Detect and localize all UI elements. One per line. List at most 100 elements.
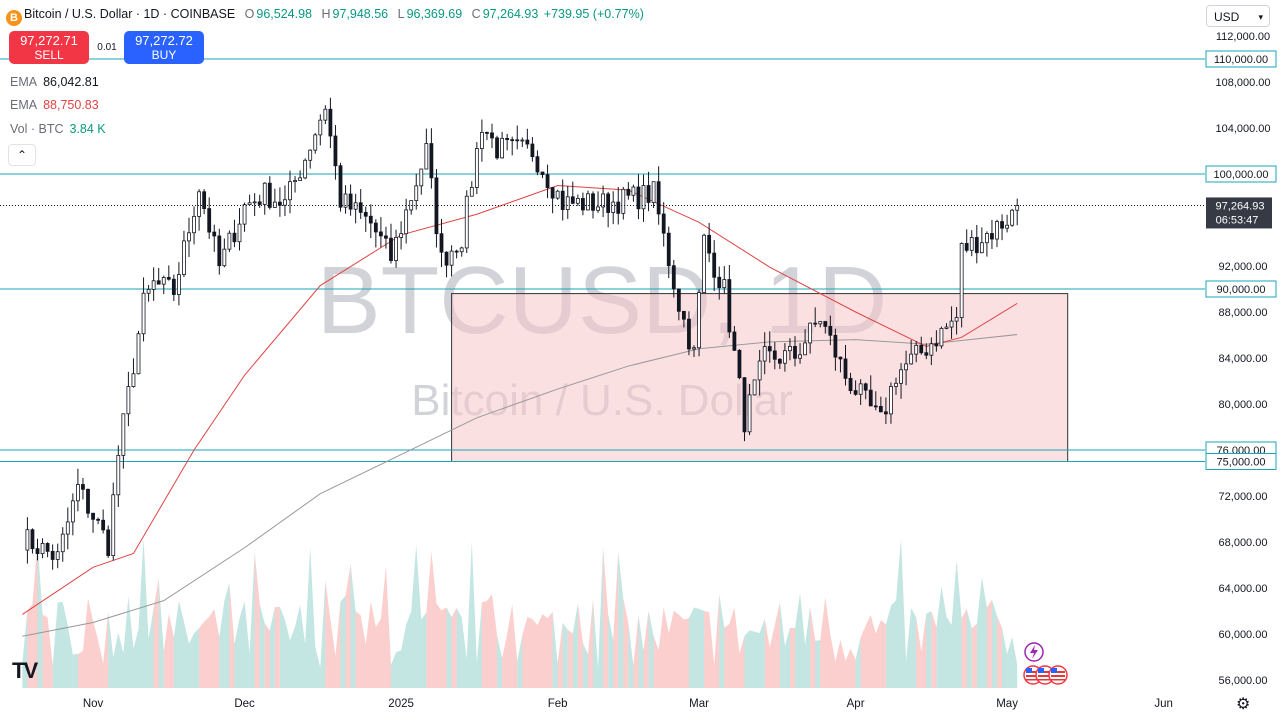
candle-body bbox=[995, 221, 999, 240]
candle-body bbox=[611, 201, 616, 213]
candle-body bbox=[500, 137, 505, 159]
volume-segment bbox=[481, 601, 487, 688]
volume-segment bbox=[315, 646, 321, 688]
volume-segment bbox=[633, 615, 639, 688]
volume-segment bbox=[512, 604, 518, 688]
volume-segment bbox=[254, 552, 260, 688]
y-tick-label: 108,000.00 bbox=[1215, 77, 1270, 89]
volume-segment bbox=[194, 628, 200, 688]
candle-body bbox=[939, 328, 944, 347]
collapse-legend-button[interactable]: ⌃ bbox=[8, 144, 36, 166]
buy-price: 97,272.72 bbox=[135, 33, 193, 48]
candle-body bbox=[25, 529, 30, 551]
candle-body bbox=[636, 186, 641, 210]
x-tick-label: Jun bbox=[1154, 698, 1173, 710]
volume-segment bbox=[290, 626, 296, 688]
sell-button[interactable]: 97,272.71 SELL bbox=[9, 31, 89, 64]
indicator-ema-fast[interactable]: EMA 88,750.83 bbox=[10, 98, 99, 112]
volume-segment bbox=[795, 593, 801, 688]
open-label: O bbox=[244, 7, 255, 21]
candle-body bbox=[50, 550, 55, 560]
candle-body bbox=[848, 377, 853, 391]
volume-segment bbox=[350, 564, 356, 688]
volume-segment bbox=[380, 566, 386, 688]
candle-body bbox=[798, 354, 802, 359]
candle-body bbox=[293, 180, 297, 183]
us-flag-icon[interactable] bbox=[1048, 665, 1068, 685]
candle-body bbox=[348, 193, 353, 210]
gear-icon[interactable]: ⚙ bbox=[1236, 696, 1251, 713]
symbol-title[interactable]: Bitcoin / U.S. Dollar · 1D · COINBASE bbox=[24, 7, 236, 21]
indicator-volume[interactable]: Vol · BTC 3.84 K bbox=[10, 122, 106, 136]
volume-segment bbox=[754, 631, 760, 688]
candle-body bbox=[929, 343, 934, 356]
candle-body bbox=[949, 320, 954, 328]
candle-body bbox=[560, 190, 565, 210]
candle-body bbox=[525, 139, 530, 145]
volume-segment bbox=[264, 623, 270, 688]
volume-segment bbox=[340, 595, 346, 688]
lightning-icon[interactable] bbox=[1024, 642, 1044, 662]
currency-select[interactable]: USD ▾ bbox=[1206, 5, 1270, 27]
candle-body bbox=[687, 318, 691, 350]
candle-body bbox=[1015, 205, 1020, 211]
candle-body bbox=[308, 149, 313, 161]
price-axis bbox=[1206, 0, 1281, 716]
tradingview-logo[interactable]: TV bbox=[12, 658, 38, 683]
indicator-name: Vol · BTC bbox=[10, 122, 64, 136]
candle-body bbox=[752, 379, 757, 396]
candle-body bbox=[267, 182, 272, 208]
volume-segment bbox=[860, 625, 866, 688]
candle-body bbox=[581, 198, 585, 211]
candle-body bbox=[838, 356, 843, 360]
event-markers[interactable] bbox=[1021, 641, 1073, 694]
candle-body bbox=[863, 383, 868, 391]
candle-body bbox=[101, 519, 106, 531]
volume-segment bbox=[370, 601, 376, 688]
candle-body bbox=[419, 168, 424, 187]
volume-segment bbox=[976, 577, 982, 688]
x-tick-label: Mar bbox=[689, 698, 709, 710]
volume-segment bbox=[966, 608, 972, 688]
candle-body bbox=[60, 533, 65, 553]
candle-body bbox=[964, 242, 969, 251]
volume-segment bbox=[1007, 636, 1013, 688]
line-price-tag bbox=[1205, 453, 1277, 470]
volume-segment bbox=[416, 544, 422, 688]
volume-segment bbox=[436, 603, 442, 688]
volume-segment bbox=[27, 604, 33, 688]
candle-body bbox=[389, 237, 393, 261]
candle-body bbox=[45, 543, 50, 552]
y-tick-label: 72,000.00 bbox=[1219, 491, 1268, 503]
candle-body bbox=[924, 352, 929, 356]
candle-body bbox=[717, 276, 722, 289]
volume-segment bbox=[547, 611, 553, 688]
candle-body bbox=[399, 233, 404, 238]
candle-body bbox=[247, 202, 252, 206]
volume-segment bbox=[274, 606, 280, 688]
volume-segment bbox=[673, 610, 679, 688]
volume-series bbox=[22, 538, 1018, 688]
x-tick-label: Apr bbox=[847, 698, 865, 710]
candle-body bbox=[884, 411, 888, 415]
volume-segment bbox=[214, 608, 220, 688]
buy-button[interactable]: 97,272.72 BUY bbox=[124, 31, 204, 64]
indicator-value: 88,750.83 bbox=[43, 98, 99, 112]
candle-body bbox=[449, 250, 454, 266]
volume-segment bbox=[456, 607, 462, 688]
volume-segment bbox=[911, 608, 917, 688]
volume-segment bbox=[956, 560, 962, 688]
volume-segment bbox=[587, 599, 593, 688]
volume-segment bbox=[219, 600, 225, 688]
currency-value: USD bbox=[1214, 10, 1240, 24]
candle-body bbox=[459, 247, 464, 253]
volume-segment bbox=[567, 629, 573, 688]
volume-segment bbox=[890, 600, 896, 688]
volume-segment bbox=[244, 601, 250, 688]
candle-body bbox=[106, 529, 111, 556]
volume-segment bbox=[1012, 636, 1018, 688]
indicator-ema-slow[interactable]: EMA 86,042.81 bbox=[10, 75, 99, 89]
candle-body bbox=[182, 240, 186, 275]
